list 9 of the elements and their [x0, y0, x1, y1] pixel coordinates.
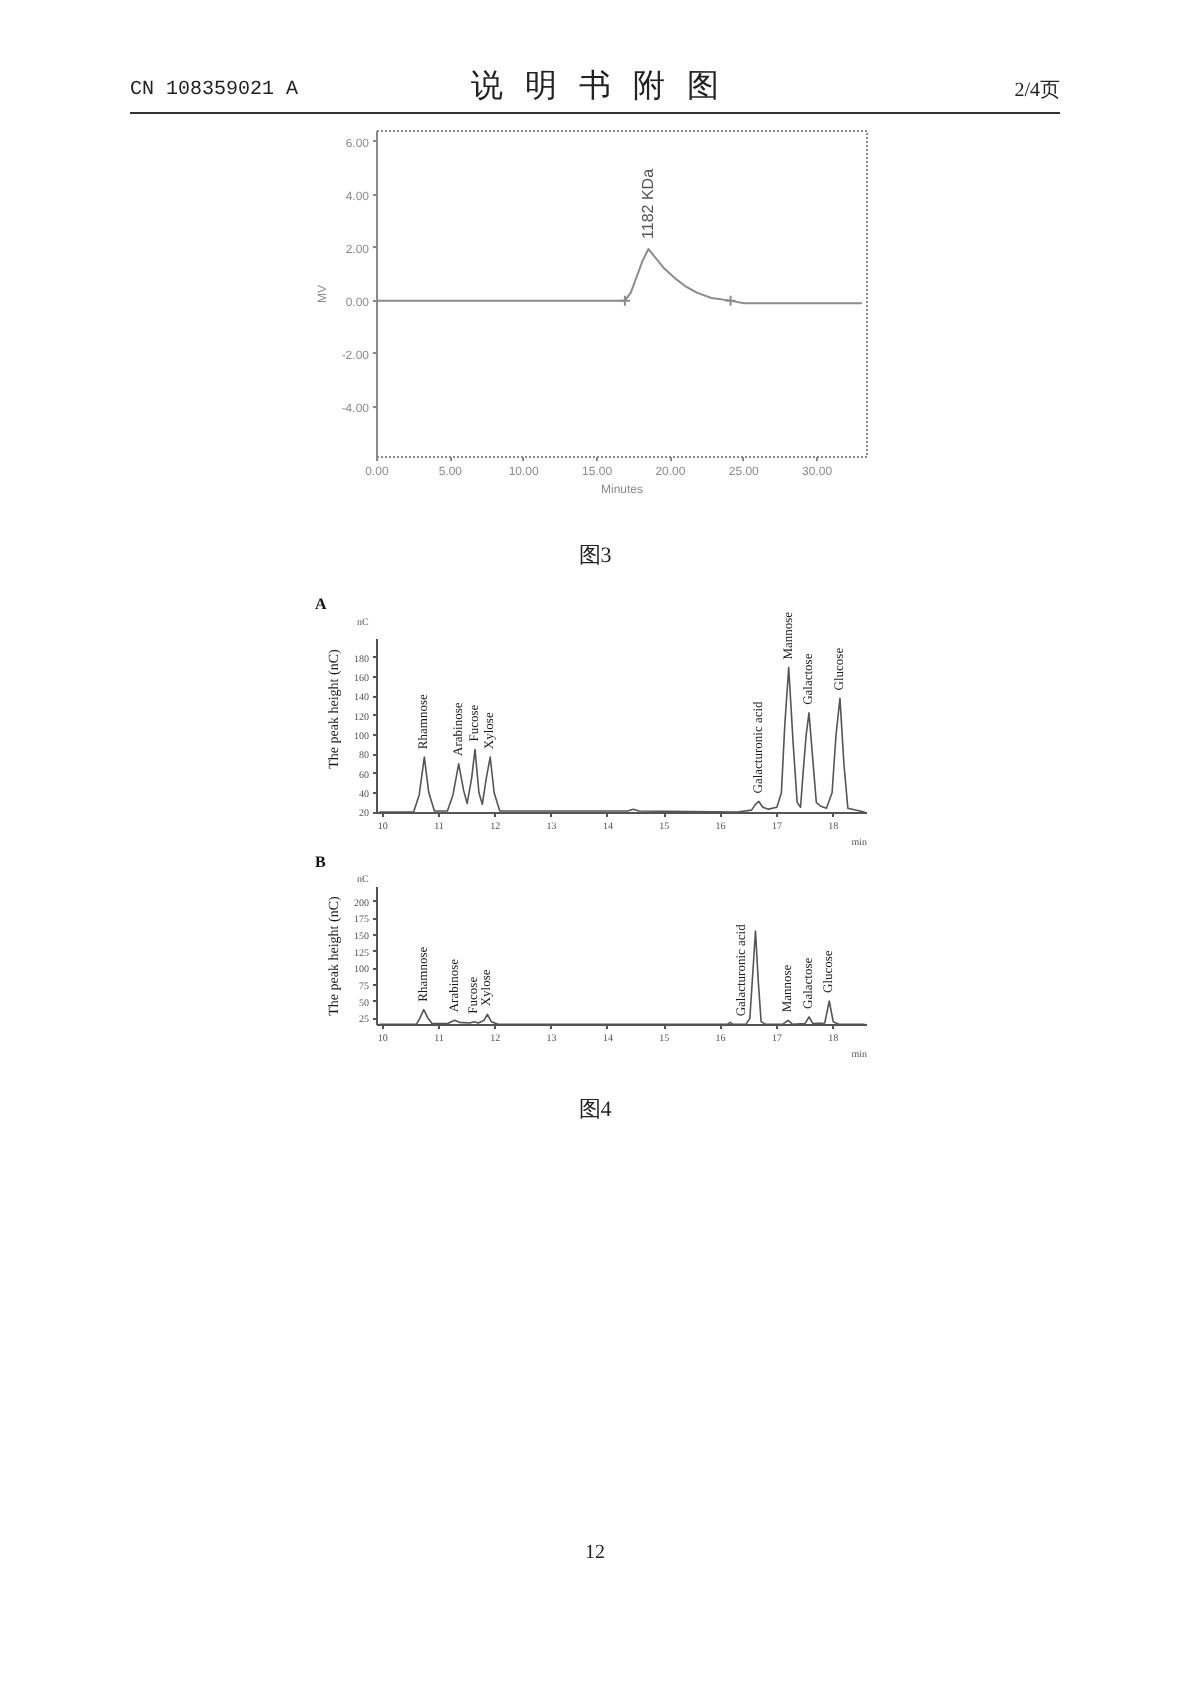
text: CN 108359021 A: [130, 80, 299, 104]
caption: 图4: [578, 1098, 612, 1124]
text: 说明书附图: [469, 70, 741, 106]
chart-title: A: [315, 595, 327, 613]
annotation: 1182 KDa: [639, 167, 658, 239]
text: 12: [585, 1542, 605, 1566]
text: 2/4页: [1014, 80, 1060, 104]
chart-title: B: [315, 853, 327, 871]
caption: 图3: [578, 544, 612, 570]
